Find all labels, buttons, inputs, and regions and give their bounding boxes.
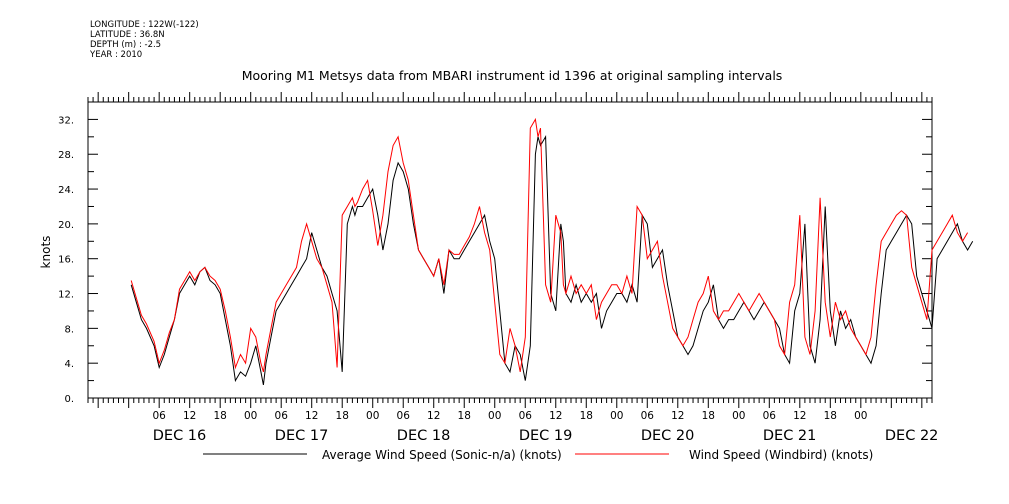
legend-label-windbird: Wind Speed (Windbird) (knots) [689,448,873,462]
axis-ticks [87,92,933,408]
y-tick-label: 16. [58,255,74,266]
series-line-windbird [130,117,969,373]
metadata-block: LONGITUDE : 122W(-122) LATITUDE : 36.8N … [90,20,199,60]
y-tick-label: 0. [64,394,74,405]
day-label: DEC 19 [519,428,573,444]
axis-labels: 0. 4. 8. 12. 16. 20. 24. 28. 32. 06 12 18 00 06 12 18 00… [58,115,938,444]
x-tick-label: 06 [275,410,289,422]
x-tick-label: 00 [366,410,379,422]
plot-frame [87,101,933,399]
legend: Average Wind Speed (Sonic-n/a) (knots) W… [203,448,873,462]
x-tick-label: 18 [214,410,227,422]
day-label: DEC 17 [275,428,329,444]
x-tick-label: 06 [519,410,533,422]
x-tick-label: 12 [671,410,684,422]
year-text: YEAR : 2010 [90,50,143,60]
depth-text: DEPTH (m) : -2.5 [90,40,162,50]
x-tick-label: 18 [580,410,593,422]
day-label: DEC 21 [763,428,817,444]
x-tick-label: 12 [793,410,806,422]
day-label: DEC 18 [397,428,451,444]
day-label: DEC 22 [885,428,939,444]
x-tick-label: 06 [641,410,655,422]
longitude-text: LONGITUDE : 122W(-122) [90,20,199,30]
x-tick-label: 18 [336,410,349,422]
x-tick-label: 00 [488,410,501,422]
y-axis-label: knots [39,236,53,269]
x-tick-label: 00 [854,410,867,422]
y-tick-label: 20. [58,220,74,231]
x-tick-label: 00 [732,410,745,422]
x-tick-label: 12 [427,410,440,422]
day-label: DEC 20 [641,428,695,444]
x-tick-label: 18 [702,410,715,422]
x-tick-label: 06 [763,410,777,422]
y-tick-label: 4. [64,359,74,370]
series-line-average [130,135,974,385]
latitude-text: LATITUDE : 36.8N [90,30,165,40]
x-tick-label: 06 [397,410,411,422]
x-tick-label: 12 [549,410,562,422]
x-tick-label: 00 [610,410,623,422]
chart-title: Mooring M1 Metsys data from MBARI instru… [242,68,783,83]
y-tick-label: 32. [58,115,74,126]
x-tick-label: 00 [244,410,257,422]
x-tick-label: 12 [183,410,196,422]
y-tick-label: 8. [64,324,74,335]
y-tick-label: 28. [58,150,74,161]
x-tick-label: 06 [152,410,166,422]
x-tick-label: 12 [305,410,318,422]
x-tick-label: 18 [458,410,471,422]
day-label: DEC 16 [153,428,207,444]
legend-label-average: Average Wind Speed (Sonic-n/a) (knots) [322,448,562,462]
x-tick-label: 18 [824,410,837,422]
y-tick-label: 24. [58,185,74,196]
y-tick-label: 12. [58,290,74,301]
series-layer [130,117,974,385]
